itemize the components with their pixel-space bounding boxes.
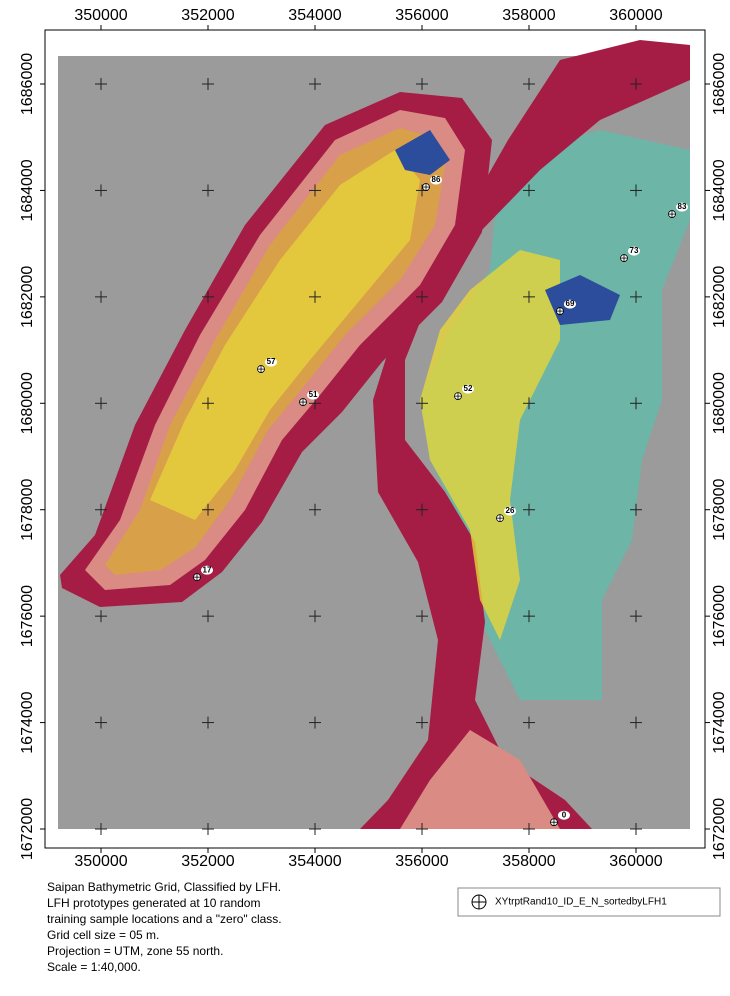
x-tick-label: 358000 [502,7,555,24]
y-tick-label: 1672000 [711,798,728,860]
y-tick-label: 1686000 [19,53,36,115]
point-label: 17 [203,565,212,574]
point-label: 26 [506,506,515,515]
x-tick-label: 360000 [609,7,662,24]
point-label: 0 [562,810,567,819]
x-tick-label: 350000 [74,853,127,870]
sample-point [556,308,563,315]
y-tick-label: 1684000 [711,159,728,221]
point-label: 69 [566,299,575,308]
y-tick-label: 1678000 [19,478,36,540]
caption-line: training sample locations and a "zero" c… [47,912,282,926]
x-tick-label: 356000 [395,853,448,870]
y-tick-label: 1676000 [711,585,728,647]
sample-point [550,819,557,826]
caption-line: Grid cell size = 05 m. [47,928,159,942]
x-tick-label: 352000 [181,853,234,870]
sample-point [496,515,503,522]
map-page: XYtrptRand10_ID_E_N_sortedbyLFH1 350000 3… [0,0,730,991]
x-tick-label: 358000 [502,853,555,870]
sample-point [300,399,307,406]
sample-point [668,211,675,218]
y-tick-label: 1674000 [711,691,728,753]
sample-point [258,366,265,373]
legend-label: XYtrptRand10_ID_E_N_sortedbyLFH1 [495,897,667,908]
point-label: 83 [678,202,687,211]
y-tick-label: 1678000 [711,478,728,540]
x-tick-label: 354000 [288,7,341,24]
point-label: 86 [432,175,441,184]
y-tick-label: 1684000 [19,159,36,221]
sample-point [455,393,462,400]
point-label: 51 [309,390,318,399]
y-tick-label: 1672000 [19,798,36,860]
x-tick-label: 352000 [181,7,234,24]
y-tick-label: 1674000 [19,691,36,753]
x-tick-label: 356000 [395,7,448,24]
y-tick-label: 1686000 [711,53,728,115]
caption-line: Scale = 1:40,000. [47,960,141,974]
sample-point [621,255,628,262]
sample-point [193,574,200,581]
y-tick-label: 1680000 [711,372,728,434]
sample-point [423,184,430,191]
y-tick-label: 1680000 [19,372,36,434]
point-label: 73 [630,246,639,255]
x-tick-label: 354000 [288,853,341,870]
caption-line: Saipan Bathymetric Grid, Classified by L… [47,880,281,894]
x-tick-label: 360000 [609,853,662,870]
y-tick-label: 1682000 [711,266,728,328]
y-tick-label: 1676000 [19,585,36,647]
caption-line: LFH prototypes generated at 10 random [47,896,260,910]
point-label: 57 [267,357,276,366]
point-label: 52 [464,384,473,393]
y-tick-label: 1682000 [19,266,36,328]
x-tick-label: 350000 [74,7,127,24]
caption-line: Projection = UTM, zone 55 north. [47,944,223,958]
